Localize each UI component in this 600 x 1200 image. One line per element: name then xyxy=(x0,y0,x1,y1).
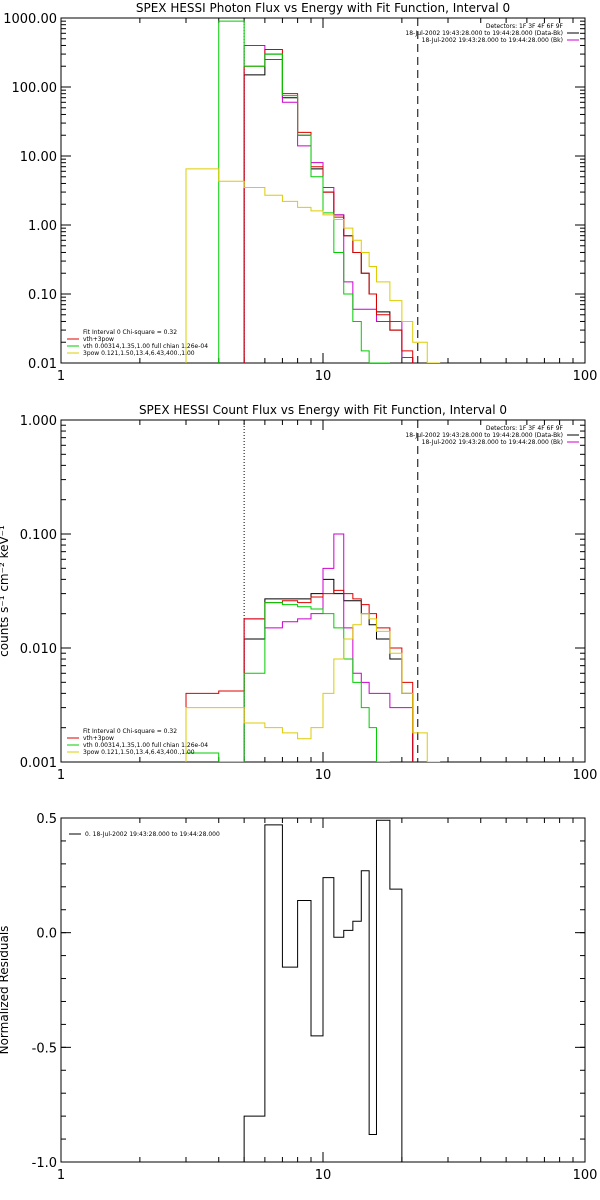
x-tick-label: 100 xyxy=(573,768,598,783)
chart-title: SPEX HESSI Count Flux vs Energy with Fit… xyxy=(139,403,507,417)
y-tick-label: 0.001 xyxy=(20,756,57,771)
series-line-5 xyxy=(185,613,441,762)
series-line-1 xyxy=(243,53,414,363)
series-line-1 xyxy=(243,578,414,762)
legend-bottom-left-entry: vth+3pow xyxy=(83,336,114,343)
y-tick-label: 1.00 xyxy=(28,219,57,234)
y-tick-label: 1.000 xyxy=(20,414,57,429)
legend-top-right-entry: 18-Jul-2002 19:43:28.000 to 19:44:28.000… xyxy=(405,30,563,37)
legend-bottom-left-entry: 3pow 0.121,1.50,13.4,6.43,400.,1.00 xyxy=(83,350,195,357)
series-group xyxy=(185,20,441,363)
legend-top-right-entry: 18-Jul-2002 19:43:28.000 to 19:44:28.000… xyxy=(405,432,563,439)
y-tick-label: 0.010 xyxy=(20,642,57,657)
legend-top-right-entry: Detectors: 1F 3F 4F 6F 9F xyxy=(486,23,564,30)
legend-bottom-left-entry: 3pow 0.121,1.50,13.4,6.43,400.,1.00 xyxy=(83,749,195,756)
series-group xyxy=(185,533,441,762)
y-tick-label: 0.0 xyxy=(36,927,57,942)
chart-panel-3: Normalized Residuals 1 10 100 -1.0 -0.5 0.0 0.5… xyxy=(0,812,597,1183)
series-group xyxy=(243,819,413,1162)
legend-bottom-left-entry: Fit Interval 0 Chi-square = 0.32 xyxy=(83,329,177,336)
y-tick-label: 10.00 xyxy=(20,150,57,165)
series-line-3 xyxy=(243,48,414,363)
y-tick-label: 0.01 xyxy=(28,357,57,372)
legend-top-right-entry: 18-Jul-2002 19:43:28.000 to 19:44:28.000… xyxy=(422,37,563,44)
series-line-1 xyxy=(243,819,413,1162)
x-tick-label: 1 xyxy=(57,1168,65,1183)
legend-top-right-entry: Detectors: 1F 3F 4F 6F 9F xyxy=(486,425,564,432)
x-tick-label: 10 xyxy=(315,1168,332,1183)
series-line-4 xyxy=(185,602,390,762)
series-line-3 xyxy=(185,589,414,762)
y-tick-label: -0.5 xyxy=(32,1041,57,1056)
x-tick-label: 1 xyxy=(57,369,65,384)
legend-bottom-left-entry: vth+3pow xyxy=(83,735,114,742)
y-tick-label: -1.0 xyxy=(32,1156,57,1171)
legend-top-right-entry: 18-Jul-2002 19:43:28.000 to 19:44:28.000… xyxy=(422,439,563,446)
x-tick-label: 100 xyxy=(573,1168,598,1183)
legend-bottom-left-entry: vth 0.00314,1.35,1.00 full chian 1.26e-0… xyxy=(83,343,208,350)
x-tick-label: 1 xyxy=(57,768,65,783)
chart-title: SPEX HESSI Photon Flux vs Energy with Fi… xyxy=(136,1,510,15)
x-tick-label: 10 xyxy=(315,369,332,384)
chart-panel-1: SPEX HESSI Photon Flux vs Energy with Fi… xyxy=(3,1,597,384)
y-tick-label: 1000.00 xyxy=(3,12,57,27)
series-line-5 xyxy=(185,168,441,363)
legend-top-left-entry: 0. 18-Jul-2002 19:43:28.000 to 19:44:28.… xyxy=(85,831,220,838)
chart-panel-2: SPEX HESSI Count Flux vs Energy with Fit… xyxy=(0,403,597,783)
series-line-4 xyxy=(218,20,390,363)
series-line-2 xyxy=(243,533,414,762)
legend-bottom-left-entry: vth 0.00314,1.35,1.00 full chian 1.26e-0… xyxy=(83,742,208,749)
y-axis-label: counts s⁻¹ cm⁻² keV⁻¹ xyxy=(0,525,11,657)
series-line-2 xyxy=(243,44,414,363)
y-tick-label: 100.00 xyxy=(12,81,58,96)
y-axis-label: Normalized Residuals xyxy=(0,926,11,1055)
y-tick-label: 0.10 xyxy=(28,288,57,303)
x-tick-label: 100 xyxy=(573,369,598,384)
legend-bottom-left-entry: Fit Interval 0 Chi-square = 0.32 xyxy=(83,728,177,735)
x-tick-label: 10 xyxy=(315,768,332,783)
y-tick-label: 0.100 xyxy=(20,528,57,543)
y-tick-label: 0.5 xyxy=(36,812,57,827)
